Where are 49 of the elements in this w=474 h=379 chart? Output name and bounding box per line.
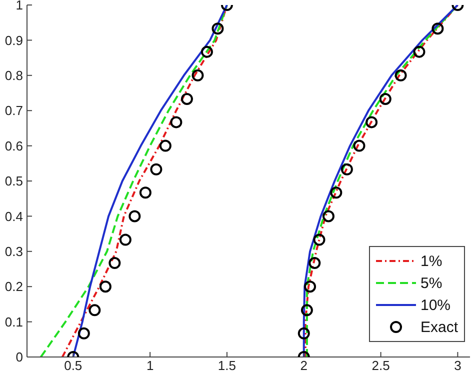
point — [353, 140, 366, 152]
point — [394, 69, 407, 82]
point — [108, 257, 121, 270]
y-tick-label: 0.2 — [4, 279, 23, 294]
point — [313, 234, 326, 246]
point — [379, 92, 392, 105]
point — [192, 69, 204, 82]
point — [180, 92, 193, 105]
point — [99, 280, 112, 293]
x-tick-label: 1 — [146, 358, 154, 374]
y-tick-label: 0.9 — [4, 32, 23, 48]
point — [322, 210, 334, 222]
y-tick-label: 0.5 — [4, 174, 23, 189]
point — [119, 234, 132, 246]
legend-label: 10% — [420, 296, 451, 314]
legend-label: Exact — [420, 318, 458, 336]
point — [308, 257, 321, 270]
x-tick-label: 2.5 — [372, 358, 390, 374]
y-tick-label: 0.3 — [4, 244, 23, 260]
point — [330, 186, 342, 199]
point — [340, 163, 353, 176]
point — [150, 163, 162, 176]
legend-label: 5% — [420, 274, 442, 292]
y-tick-label: 0 — [16, 350, 23, 365]
x-tick-label: 0.5 — [64, 358, 82, 374]
point — [78, 327, 90, 340]
y-tick-label: 1 — [16, 0, 23, 13]
point — [170, 116, 182, 128]
point — [432, 22, 444, 35]
point — [212, 22, 224, 35]
point — [300, 304, 313, 316]
y-tick-label: 0.4 — [4, 208, 23, 224]
x-tick-label: 1.5 — [218, 358, 236, 374]
point — [413, 46, 426, 58]
x-tick-label: 3 — [454, 358, 462, 374]
point — [88, 304, 101, 316]
point — [304, 280, 316, 293]
y-tick-label: 0.8 — [4, 68, 23, 84]
legend-label: 1% — [420, 252, 442, 270]
y-tick-label: 0.6 — [4, 138, 23, 154]
point — [139, 186, 152, 199]
point — [298, 327, 310, 340]
x-tick-label: 2 — [300, 358, 308, 374]
point — [128, 210, 141, 222]
point — [200, 46, 213, 58]
point — [366, 116, 378, 128]
y-tick-label: 0.7 — [4, 103, 23, 118]
point — [159, 140, 172, 152]
y-tick-label: 0.1 — [4, 314, 23, 330]
